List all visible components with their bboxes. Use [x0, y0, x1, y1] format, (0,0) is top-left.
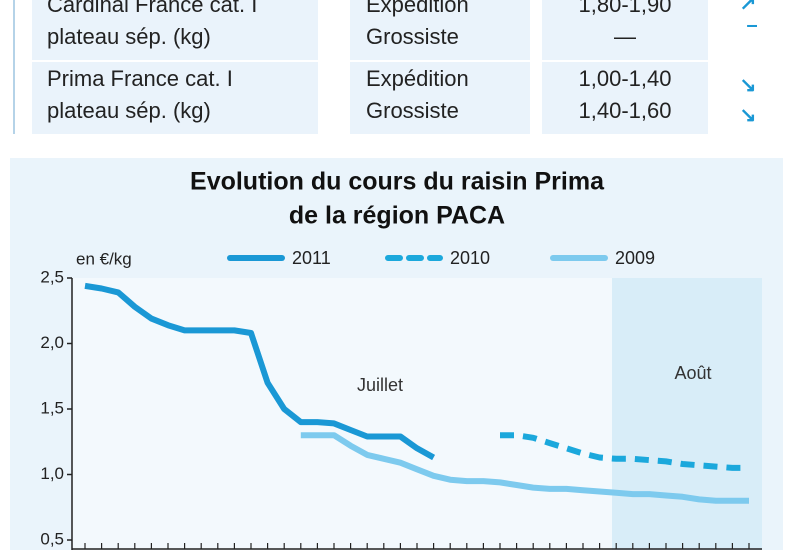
annotation: Août — [674, 363, 711, 383]
chart-title: de la région PACA — [289, 202, 505, 230]
y-tick-label: 1,0 — [40, 464, 64, 483]
legend-label: 2010 — [450, 248, 490, 268]
table-text: Expédition — [366, 66, 469, 91]
table-text: 1,40-1,60 — [579, 98, 672, 123]
table-cell — [32, 0, 318, 60]
table-text: Expédition — [366, 0, 469, 17]
table-cell — [350, 0, 530, 60]
legend-label: 2009 — [615, 248, 655, 268]
y-tick-label: 2,5 — [40, 267, 64, 286]
series-line — [84, 282, 436, 461]
table-cell — [350, 62, 530, 134]
annotation: Juillet — [357, 375, 403, 395]
table-text: Grossiste — [366, 24, 459, 49]
y-tick-label: 2,0 — [40, 333, 64, 352]
legend-label: 2011 — [292, 248, 331, 268]
table-cell — [542, 0, 708, 60]
chart-title: Evolution du cours du raisin Prima — [190, 168, 605, 196]
table-text: plateau sép. (kg) — [47, 98, 211, 123]
trend-icon: – — [746, 14, 757, 36]
y-tick-label: 1,5 — [40, 398, 64, 417]
table-text: 1,80-1,90 — [579, 0, 672, 17]
table-text: Prima France cat. I — [47, 66, 233, 91]
month-band — [612, 278, 762, 550]
table-text: Grossiste — [366, 98, 459, 123]
y-axis-label: en €/kg — [76, 249, 132, 268]
trend-icon: ↘ — [740, 74, 757, 96]
table-cell — [542, 62, 708, 134]
table-text: Cardinal France cat. I — [47, 0, 257, 17]
trend-icon: ↗ — [740, 0, 757, 14]
table-cell — [32, 62, 318, 134]
table-text: 1,00-1,40 — [579, 66, 672, 91]
series-line — [300, 432, 749, 504]
trend-icon: ↘ — [740, 104, 757, 126]
series-line — [500, 432, 749, 471]
table-text: — — [614, 24, 636, 49]
table-text: plateau sép. (kg) — [47, 24, 211, 49]
y-tick-label: 0,5 — [40, 529, 64, 548]
